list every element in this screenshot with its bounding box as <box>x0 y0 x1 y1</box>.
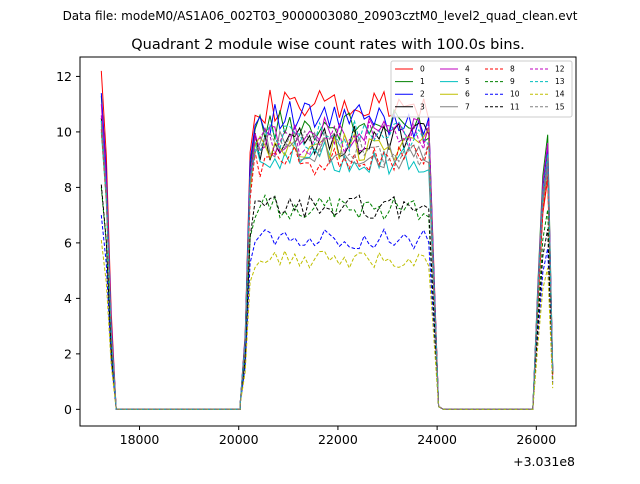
x-tick-label: 22000 <box>318 432 358 447</box>
series-line-14 <box>100 240 554 410</box>
y-axis: 0 2 4 6 8 10 12 <box>56 69 80 417</box>
series-line-3 <box>100 117 554 410</box>
y-tick-label: 0 <box>64 402 72 417</box>
x-tick-label: 18000 <box>120 432 160 447</box>
legend-label-3: 3 <box>420 102 425 111</box>
chart-title: Quadrant 2 module wise count rates with … <box>131 37 525 53</box>
y-tick-label: 12 <box>56 69 72 84</box>
series-line-15 <box>100 123 554 410</box>
y-tick-label: 8 <box>64 180 72 195</box>
x-tick-label: 26000 <box>516 432 556 447</box>
legend-label-4: 4 <box>465 65 470 74</box>
legend-label-10: 10 <box>510 90 520 99</box>
series-line-9 <box>100 187 554 410</box>
series-layer <box>100 70 554 410</box>
legend-label-8: 8 <box>510 65 515 74</box>
y-tick-label: 10 <box>56 124 72 139</box>
y-tick-label: 6 <box>64 235 72 250</box>
legend-label-6: 6 <box>465 90 470 99</box>
series-line-7 <box>100 120 554 410</box>
legend-label-0: 0 <box>420 65 425 74</box>
series-line-0 <box>100 70 554 410</box>
legend-label-15: 15 <box>555 102 565 111</box>
series-line-1 <box>100 95 554 410</box>
series-line-12 <box>100 115 554 410</box>
y-tick-label: 2 <box>64 346 72 361</box>
axes-frame <box>79 56 577 427</box>
series-line-5 <box>100 131 554 410</box>
series-line-10 <box>100 215 554 410</box>
legend-label-14: 14 <box>555 90 565 99</box>
x-tick-label: 24000 <box>417 432 457 447</box>
series-line-13 <box>100 120 554 410</box>
x-axis: 18000 20000 22000 24000 26000 <box>120 426 556 447</box>
legend-label-12: 12 <box>555 65 565 74</box>
figure-suptitle: Data file: modeM0/AS1A06_002T03_90000030… <box>63 9 578 23</box>
legend-label-13: 13 <box>555 77 565 86</box>
x-offset-label: +3.031e8 <box>513 454 575 469</box>
legend-label-7: 7 <box>465 102 470 111</box>
series-line-6 <box>100 126 554 410</box>
legend-label-2: 2 <box>420 90 425 99</box>
legend-box <box>390 60 573 118</box>
y-tick-label: 4 <box>64 291 72 306</box>
legend-label-9: 9 <box>510 77 515 86</box>
legend-label-11: 11 <box>510 102 520 111</box>
legend-label-1: 1 <box>420 77 425 86</box>
x-tick-label: 20000 <box>219 432 259 447</box>
series-line-8 <box>100 129 554 410</box>
legend-label-5: 5 <box>465 77 470 86</box>
series-line-11 <box>100 184 554 410</box>
